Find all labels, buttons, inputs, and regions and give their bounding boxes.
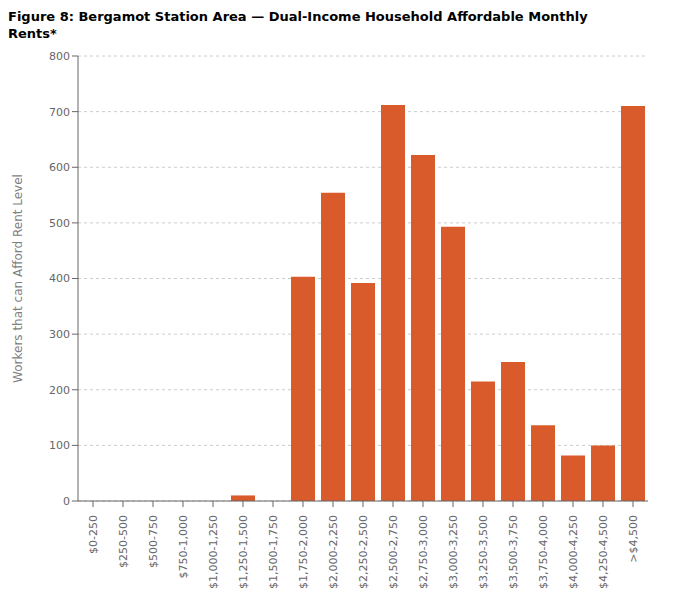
svg-text:0: 0	[63, 495, 70, 508]
svg-text:$500-750: $500-750	[147, 515, 160, 568]
svg-text:$2,000-2,250: $2,000-2,250	[327, 515, 340, 589]
html-text:Figure 8: Bergamot Station Are: Figure 8: Bergamot Station Area — Dual-I…	[8, 9, 588, 24]
svg-text:$250-500: $250-500	[117, 515, 130, 568]
svg-text:$2,500-2,750: $2,500-2,750	[387, 515, 400, 589]
svg-text:$3,500-3,750: $3,500-3,750	[507, 515, 520, 589]
svg-text:700: 700	[49, 106, 70, 119]
svg-text:$3,000-3,250: $3,000-3,250	[447, 515, 460, 589]
svg-text:Workers that can Afford Rent L: Workers that can Afford Rent Level	[11, 174, 25, 383]
svg-text:$2,250-2,500: $2,250-2,500	[357, 515, 370, 589]
svg-text:$1,250-1,500: $1,250-1,500	[237, 515, 250, 589]
svg-text:$2,750-3,000: $2,750-3,000	[417, 515, 430, 589]
svg-text:$3,250-3,500: $3,250-3,500	[477, 515, 490, 589]
svg-text:100: 100	[49, 439, 70, 452]
svg-text:$4,000-4,250: $4,000-4,250	[567, 515, 580, 589]
svg-text:300: 300	[49, 328, 70, 341]
svg-text:$4,250-4,500: $4,250-4,500	[597, 515, 610, 589]
svg-text:$1,750-2,000: $1,750-2,000	[297, 515, 310, 589]
svg-text:200: 200	[49, 384, 70, 397]
svg-text:500: 500	[49, 217, 70, 230]
svg-text:$3,750-4,000: $3,750-4,000	[537, 515, 550, 589]
svg-text:600: 600	[49, 161, 70, 174]
svg-text:$1,500-1,750: $1,500-1,750	[267, 515, 280, 589]
html-text:Rents*: Rents*	[8, 26, 57, 41]
svg-text:400: 400	[49, 272, 70, 285]
svg-text:800: 800	[49, 50, 70, 63]
svg-text:>$4,500: >$4,500	[627, 515, 640, 563]
svg-text:$1,000-1,250: $1,000-1,250	[207, 515, 220, 589]
svg-text:$750-1,000: $750-1,000	[177, 515, 190, 578]
svg-text:$0-250: $0-250	[87, 515, 100, 554]
